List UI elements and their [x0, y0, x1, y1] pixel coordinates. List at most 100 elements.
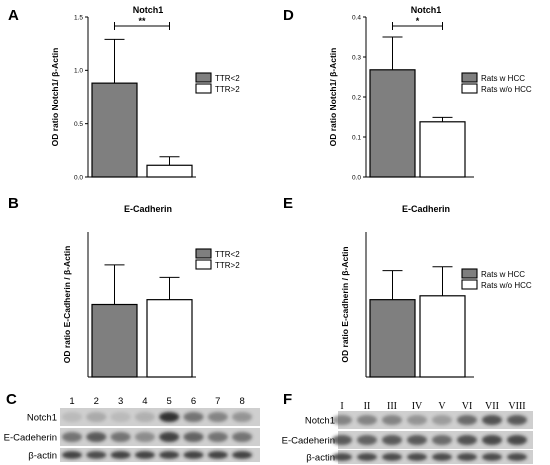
blot-band	[62, 451, 82, 459]
panel-letter: E	[283, 195, 293, 212]
blot-band	[382, 453, 402, 461]
bar-group1	[91, 82, 138, 178]
panel-letter: F	[283, 391, 292, 408]
blot-band	[232, 451, 253, 459]
lane-label: 6	[191, 396, 196, 407]
blot-band	[232, 431, 253, 443]
bar-group1	[91, 303, 138, 378]
blot-band	[382, 414, 402, 426]
charts-layer: A Notch1 OD ratio Notch1/ β-Actin 0.0 0.5 1.0…	[8, 5, 532, 378]
blot-band	[357, 453, 377, 461]
blot-band	[457, 453, 477, 461]
y-axis-label: OD ratio Notch1/ β-Actin	[50, 48, 60, 147]
blot-panel-c: C 1 2 3 4 5 6 7 8 Notch1 E-Cadeherin β-actin	[4, 391, 260, 462]
chart-title: E-Cadherin	[124, 204, 172, 214]
blot-band	[110, 431, 131, 443]
bar-group1	[369, 299, 416, 378]
lane-label: 8	[239, 396, 244, 407]
y-axis-label: OD ratio Notch1/ β-Actin	[328, 48, 338, 147]
y-tick-label: 0.1	[352, 134, 361, 141]
blot-band	[332, 434, 352, 446]
blot-band	[407, 453, 427, 461]
y-tick-label: 1.5	[74, 14, 83, 21]
blot-band	[86, 431, 107, 443]
blot-band	[134, 451, 155, 459]
blot-band	[159, 411, 180, 423]
chart-panel-d: D Notch1 OD ratio Notch1/ β-Actin 0.0 0.1 0.2…	[283, 5, 532, 181]
blot-band	[183, 411, 204, 423]
chart-title: E-Cadherin	[402, 204, 450, 214]
lane-label: 7	[215, 396, 220, 407]
y-axis-label: OD ratio E-Cadherin / β-Actin	[62, 246, 72, 364]
lane-label: VI	[462, 401, 473, 412]
legend-swatch	[195, 83, 212, 94]
y-tick-label: 0.0	[352, 174, 361, 181]
blot-band	[332, 453, 352, 461]
legend-swatch	[195, 248, 212, 259]
blot-band	[159, 451, 180, 459]
lane-label: 4	[142, 396, 147, 407]
y-axis-label: OD ratio E-cadherin / β-Actin	[340, 246, 350, 362]
legend-label: Rats w HCC	[481, 270, 525, 279]
blot-band	[407, 414, 427, 426]
legend-swatch	[195, 72, 212, 83]
blot-band	[110, 451, 131, 459]
bar-group2	[146, 164, 193, 178]
bar-group1	[369, 69, 416, 178]
blot-band	[207, 411, 228, 423]
blot-band	[432, 414, 452, 426]
blot-band	[183, 451, 204, 459]
panel-letter: D	[283, 7, 294, 24]
legend-swatch	[461, 83, 478, 94]
y-tick-label: 0.4	[352, 14, 361, 21]
y-tick-label: 0.5	[74, 121, 83, 128]
blot-band	[432, 434, 452, 446]
blot-band	[110, 411, 131, 423]
blot-band	[62, 431, 82, 443]
legend-label: Rats w/o HCC	[481, 85, 532, 94]
lane-label: VIII	[508, 401, 525, 412]
lane-label: II	[364, 401, 371, 412]
blot-band	[134, 411, 155, 423]
blot-row-label: β-actin	[28, 451, 57, 462]
blot-band	[332, 414, 352, 426]
chart-panel-e: E E-Cadherin OD ratio E-cadherin / β-Actin…	[283, 195, 532, 378]
bar-group2	[419, 121, 466, 178]
blot-row-label: β-actin	[306, 453, 335, 464]
blot-band	[432, 453, 452, 461]
legend-label: Rats w HCC	[481, 74, 525, 83]
significance-marker: *	[416, 16, 420, 26]
panel-letter: C	[6, 391, 17, 408]
lane-label: 3	[118, 396, 123, 407]
bar-group2	[419, 295, 466, 378]
significance-marker: **	[138, 16, 146, 26]
y-tick-label: 0.2	[352, 94, 361, 101]
lane-label: I	[340, 401, 343, 412]
lane-label: VII	[485, 401, 499, 412]
blot-band	[457, 434, 477, 446]
blot-band	[357, 414, 377, 426]
legend-swatch	[461, 279, 478, 290]
blot-band	[407, 434, 427, 446]
blot-band	[183, 431, 204, 443]
blot-band	[86, 411, 107, 423]
chart-title: Notch1	[133, 5, 164, 15]
blot-band	[207, 431, 228, 443]
blot-band	[457, 414, 477, 426]
blot-band	[232, 411, 253, 423]
blot-row-label: Notch1	[27, 413, 57, 424]
lane-label: III	[387, 401, 397, 412]
lane-label: 5	[167, 396, 172, 407]
lane-label: 2	[94, 396, 99, 407]
panel-letter: A	[8, 7, 19, 24]
blot-band	[62, 411, 82, 423]
blot-band	[357, 434, 377, 446]
panel-letter: B	[8, 195, 19, 212]
lane-label: IV	[412, 401, 423, 412]
blot-band	[482, 453, 502, 461]
chart-panel-a: A Notch1 OD ratio Notch1/ β-Actin 0.0 0.5 1.0…	[8, 5, 240, 181]
legend-swatch	[195, 259, 212, 270]
blot-band	[482, 434, 502, 446]
